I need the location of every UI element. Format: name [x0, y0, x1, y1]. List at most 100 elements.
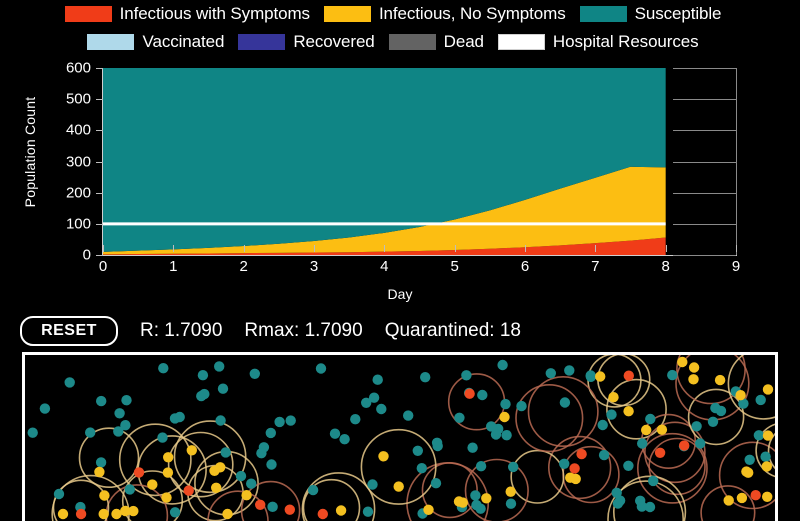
agent-susceptible: [368, 392, 380, 403]
y-tick-label: 200: [65, 184, 91, 202]
area-series: [103, 68, 666, 252]
x-tick-label: 5: [450, 258, 459, 275]
legend-swatch-recovered: [238, 34, 286, 50]
y-tick-mark: [96, 192, 103, 194]
quarantine-ring: [515, 383, 584, 453]
agent-susceptible: [501, 430, 512, 441]
agent-infectious-no-symptoms: [761, 461, 772, 472]
x-tick-label: 3: [309, 258, 319, 275]
agent-susceptible: [715, 405, 727, 417]
simulation-panel[interactable]: [22, 352, 778, 521]
agent-infectious-with-symptoms: [317, 508, 328, 520]
x-tick-mark: [103, 245, 104, 252]
legend-item: Recovered: [238, 32, 388, 52]
y-tick-mark: [96, 161, 103, 163]
agent-infectious-no-symptoms: [481, 493, 492, 504]
agent-susceptible: [339, 434, 350, 445]
agent-infectious-no-symptoms: [641, 424, 652, 436]
legend-label: Susceptible: [634, 4, 722, 23]
gridline-horizontal: [673, 99, 736, 101]
reset-button[interactable]: RESET: [20, 316, 118, 346]
agent-susceptible: [490, 429, 502, 440]
y-tick-mark: [96, 255, 103, 256]
agent-susceptible: [614, 495, 626, 506]
y-tick-label: 0: [82, 246, 91, 264]
legend-label: Infectious with Symptoms: [119, 4, 310, 23]
agent-susceptible: [197, 370, 209, 381]
agent-susceptible: [27, 427, 38, 438]
x-axis-title: Day: [387, 286, 413, 302]
agent-infectious-no-symptoms: [762, 384, 774, 395]
quarantine-ring: [52, 479, 110, 521]
x-tick-label: 4: [380, 258, 389, 275]
agent-infectious-no-symptoms: [241, 490, 252, 501]
quarantine-ring: [360, 428, 437, 505]
stat-quarantined: Quarantined: 18: [384, 320, 521, 341]
agent-infectious-no-symptoms: [762, 430, 774, 441]
stat-r: R: 1.7090: [140, 320, 223, 341]
agent-infectious-no-symptoms: [222, 508, 233, 520]
legend-label: Vaccinated: [142, 32, 225, 51]
agent-infectious-with-symptoms: [75, 508, 87, 520]
y-tick-mark: [96, 68, 103, 69]
quarantine-ring: [755, 423, 775, 478]
x-tick-mark: [173, 245, 175, 252]
legend-item: Vaccinated: [87, 32, 238, 52]
x-tick-label: 0: [98, 258, 108, 275]
x-tick-mark: [665, 245, 667, 252]
quarantine-ring: [676, 355, 746, 405]
agent-susceptible: [420, 372, 431, 383]
agent-susceptible: [755, 394, 766, 406]
agent-susceptible: [454, 412, 465, 423]
quarantine-ring: [510, 449, 565, 504]
agent-susceptible: [157, 432, 168, 443]
quarantine-ring: [637, 432, 708, 504]
agent-infectious-no-symptoms: [128, 505, 139, 517]
agent-susceptible: [753, 430, 765, 441]
agent-infectious-with-symptoms: [750, 490, 761, 501]
agent-infectious-no-symptoms: [99, 490, 110, 501]
agent-susceptible: [760, 451, 771, 462]
quarantine-ring: [700, 485, 756, 521]
agent-infectious-with-symptoms: [255, 499, 266, 510]
quarantine-ring: [301, 472, 376, 521]
quarantine-ring: [78, 427, 140, 488]
quarantine-ring: [173, 420, 247, 494]
y-tick-label: 600: [65, 59, 91, 77]
agent-susceptible: [329, 428, 341, 439]
legend-item: Infectious, No Symptoms: [323, 4, 580, 24]
agent-susceptible: [39, 403, 51, 414]
agent-infectious-no-symptoms: [677, 356, 688, 368]
agent-infectious-no-symptoms: [570, 473, 581, 485]
quarantine-ring: [527, 375, 599, 448]
agent-susceptible: [266, 459, 277, 470]
agent-susceptible: [545, 368, 556, 379]
quarantine-ring: [727, 355, 775, 420]
agent-infectious-no-symptoms: [736, 492, 748, 504]
agent-susceptible: [174, 411, 185, 423]
agent-infectious-no-symptoms: [595, 371, 606, 382]
simulation-canvas[interactable]: [25, 355, 775, 521]
agent-infectious-no-symptoms: [163, 452, 174, 463]
x-tick-mark: [525, 245, 526, 252]
agent-susceptible: [85, 427, 96, 438]
agent-susceptible: [635, 495, 646, 506]
agent-susceptible: [367, 479, 378, 490]
agent-susceptible: [637, 438, 648, 449]
y-tick-label: 100: [65, 215, 91, 233]
agent-susceptible: [477, 389, 488, 401]
agent-susceptible: [645, 413, 656, 425]
agent-susceptible: [120, 420, 131, 431]
agent-infectious-with-symptoms: [464, 388, 475, 399]
quarantine-ring: [767, 432, 775, 470]
population-chart: Population Count 0 100 200 300 400 500 600 0 1 2 3…: [0, 58, 800, 310]
chart-plot-area[interactable]: [103, 68, 673, 255]
agent-susceptible: [285, 415, 296, 426]
agent-infectious-no-symptoms: [688, 374, 699, 385]
legend-label: Dead: [443, 32, 484, 51]
x-tick-mark: [595, 245, 597, 252]
agent-infectious-with-symptoms: [569, 463, 580, 474]
agent-susceptible: [361, 397, 372, 408]
quarantine-ring: [207, 490, 269, 521]
